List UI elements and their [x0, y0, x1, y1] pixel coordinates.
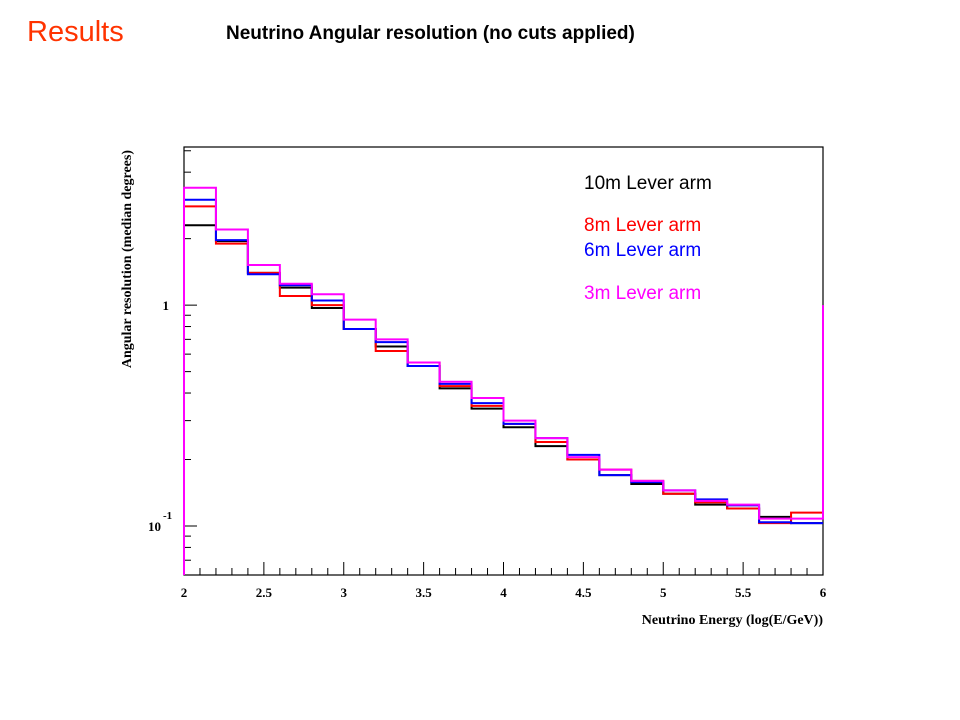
y-axis-ticks: 1 10-1	[148, 150, 197, 576]
x-tick-label: 4.5	[575, 585, 592, 600]
slide-title: Neutrino Angular resolution (no cuts app…	[226, 23, 635, 44]
plot-area-frame	[183, 146, 824, 576]
legend-entry-2: 6m Lever arm	[584, 240, 701, 261]
series-line-2	[183, 198, 823, 575]
plot-frame	[183, 146, 824, 576]
x-tick-label: 4	[500, 585, 507, 600]
x-tick-label: 6	[820, 585, 827, 600]
x-tick-label: 3.5	[416, 585, 433, 600]
legend-entry-0: 10m Lever arm	[584, 173, 712, 194]
x-tick-label: 5	[660, 585, 667, 600]
slide-heading: Results	[27, 16, 124, 48]
x-tick-label: 2	[181, 585, 188, 600]
x-tick-label: 5.5	[735, 585, 752, 600]
x-tick-label: 3	[341, 585, 348, 600]
x-axis-label: Neutrino Energy (log(E/GeV))	[642, 613, 824, 628]
x-axis-ticks: 2 2.5 3 3.5 4 4.5 5 5.5 6	[181, 562, 827, 600]
legend: 10m Lever arm 8m Lever arm 6m Lever arm 3m …	[584, 173, 712, 304]
series-line-1	[183, 205, 823, 575]
series-line-3	[183, 186, 824, 575]
y-tick-exponent: -1	[163, 510, 172, 522]
legend-entry-1: 8m Lever arm	[584, 215, 701, 236]
series-lines	[183, 186, 824, 575]
legend-entry-3: 3m Lever arm	[584, 283, 701, 304]
y-axis-label: Angular resolution (median degrees)	[120, 150, 135, 369]
y-tick-label: 1	[163, 298, 170, 313]
y-tick-label: 10	[148, 519, 161, 534]
x-tick-label: 2.5	[256, 585, 273, 600]
